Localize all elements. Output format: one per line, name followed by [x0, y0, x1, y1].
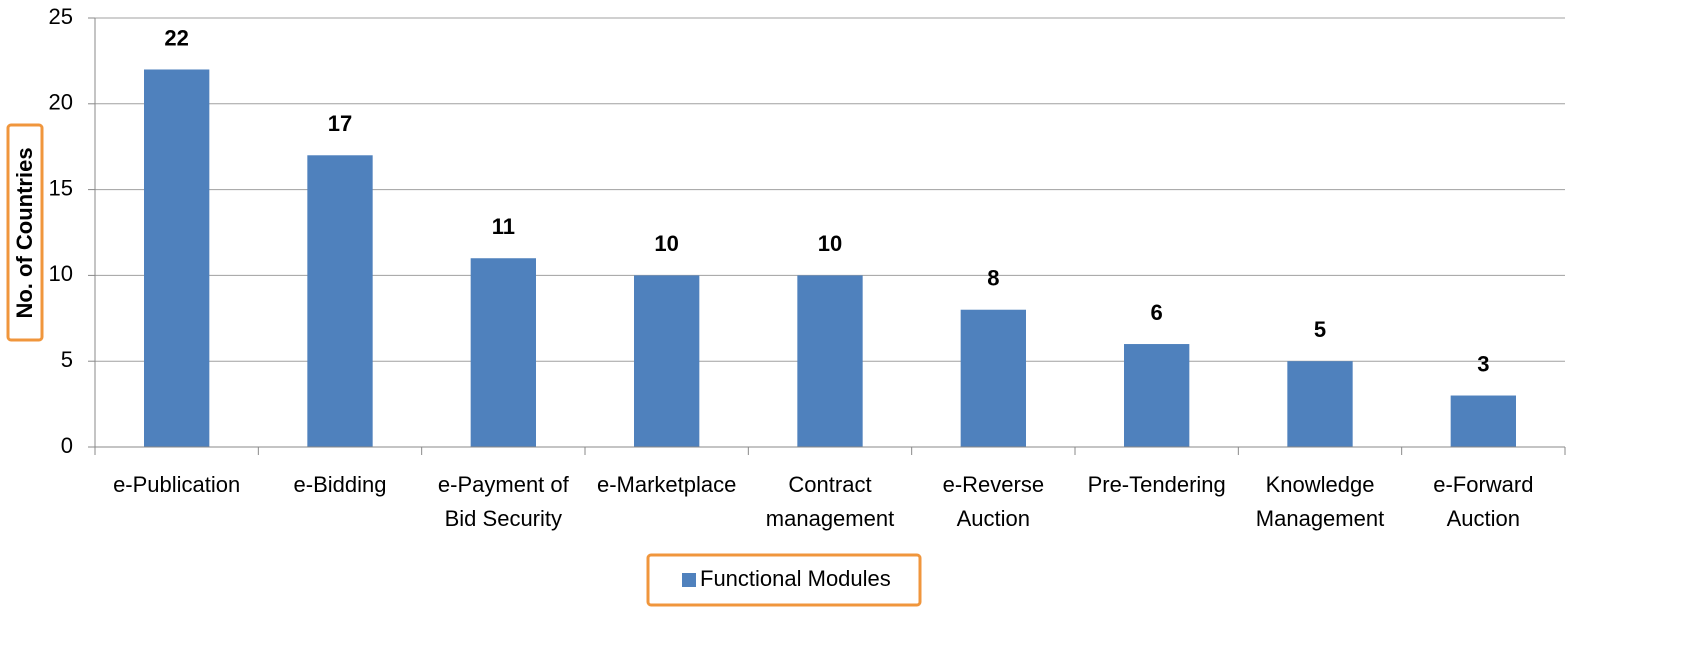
- data-label: 22: [164, 25, 188, 50]
- legend-swatch: [682, 573, 696, 587]
- x-tick-label: e-Bidding: [293, 472, 387, 497]
- data-label: 11: [492, 214, 515, 239]
- data-label: 10: [818, 231, 842, 256]
- x-tick-label: e-Reverse Auction: [942, 472, 1045, 531]
- data-label: 17: [328, 111, 352, 136]
- y-axis-label: No. of Countries: [12, 147, 37, 318]
- y-tick-label: 0: [61, 433, 73, 458]
- legend-label: Functional Modules: [700, 566, 891, 591]
- x-tick-label: e-Publication: [113, 472, 241, 497]
- legend-box: [646, 553, 922, 607]
- x-tick-label: Knowledge Management: [1255, 472, 1385, 531]
- bar: [634, 275, 700, 447]
- bar: [960, 309, 1026, 447]
- data-label: 6: [1151, 300, 1163, 325]
- bar: [307, 155, 373, 447]
- y-tick-label: 20: [49, 90, 73, 115]
- x-tick-label: Contract management: [765, 472, 895, 531]
- y-tick-label: 25: [49, 4, 73, 29]
- bar: [1450, 395, 1516, 447]
- y-tick-label: 15: [49, 175, 73, 200]
- data-label: 5: [1314, 317, 1326, 342]
- y-tick-label: 5: [61, 347, 73, 372]
- x-tick-label: Pre-Tendering: [1087, 472, 1226, 497]
- bar: [1124, 344, 1190, 447]
- data-label: 8: [987, 266, 999, 291]
- x-tick-label: e-Forward Auction: [1433, 472, 1534, 531]
- y-label-box: [6, 123, 44, 342]
- x-tick-label: e-Marketplace: [596, 472, 737, 497]
- y-tick-label: 10: [49, 261, 73, 286]
- bar: [144, 69, 210, 447]
- bar: [470, 258, 536, 447]
- data-label: 3: [1477, 351, 1489, 376]
- data-label: 10: [654, 231, 678, 256]
- bar: [797, 275, 863, 447]
- x-tick-label: e-Payment of Bid Security: [437, 472, 569, 531]
- bar: [1287, 361, 1353, 447]
